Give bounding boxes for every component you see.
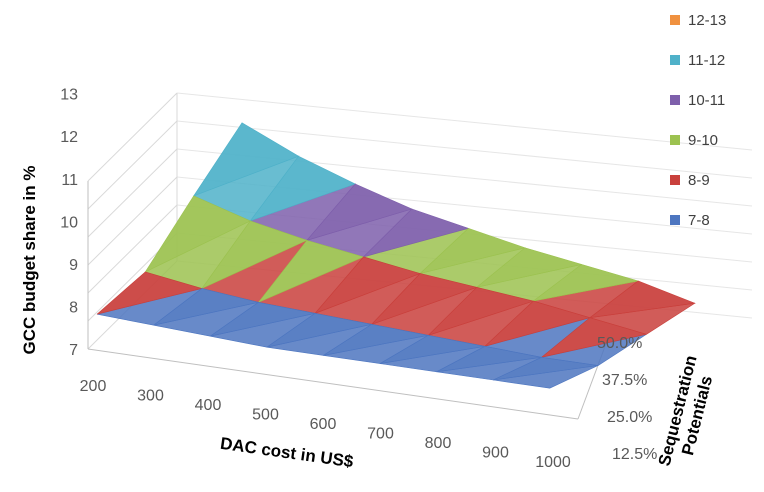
legend-label: 7-8 bbox=[688, 212, 710, 229]
x-axis-ticks: 200 300 400 500 600 700 800 900 1000 bbox=[80, 378, 571, 471]
gridline-back bbox=[176, 92, 753, 151]
y-tick-label: 7 bbox=[69, 342, 78, 359]
gridline-side bbox=[87, 148, 178, 238]
legend: 12-13 11-12 10-11 9-10 8-9 7-8 bbox=[670, 12, 726, 229]
x-axis-title: DAC cost in US$ bbox=[219, 434, 355, 472]
x-tick-label: 600 bbox=[310, 416, 337, 433]
surface-facet bbox=[379, 334, 485, 364]
surface-facet bbox=[96, 271, 204, 315]
x-axis-line bbox=[87, 348, 579, 420]
gridline-side bbox=[87, 92, 178, 182]
gridline-back bbox=[176, 120, 753, 179]
legend-label: 10-11 bbox=[688, 92, 725, 109]
x-tick-label: 400 bbox=[195, 397, 222, 414]
x-tick-label: 800 bbox=[425, 435, 452, 452]
legend-label: 8-9 bbox=[688, 172, 710, 189]
legend-swatch bbox=[670, 175, 680, 185]
legend-label: 12-13 bbox=[688, 12, 726, 29]
surface-facet bbox=[314, 256, 422, 314]
surface-facet bbox=[323, 323, 429, 356]
gridline-side bbox=[87, 120, 178, 210]
legend-label: 9-10 bbox=[688, 132, 718, 149]
surface-facet bbox=[419, 228, 527, 275]
y-tick-label: 13 bbox=[60, 87, 78, 104]
gridline-side bbox=[87, 176, 178, 266]
surface-facet bbox=[249, 155, 356, 222]
gridline-side bbox=[87, 204, 178, 294]
surface-facet bbox=[200, 220, 308, 290]
x-tick-label: 300 bbox=[137, 388, 164, 405]
surface-facet bbox=[476, 247, 582, 288]
surface-facet bbox=[306, 183, 413, 241]
x-tick-label: 200 bbox=[80, 378, 107, 395]
surface-facet bbox=[258, 239, 365, 303]
depth-axis-ticks: 12.5% 25.0% 37.5% 50.0% bbox=[597, 335, 657, 463]
surface-facet bbox=[588, 280, 696, 319]
surface-facet bbox=[428, 286, 535, 336]
legend-label: 11-12 bbox=[688, 52, 725, 69]
surface-facet bbox=[541, 317, 647, 358]
depth-tick-label: 50.0% bbox=[597, 335, 642, 352]
y-axis-title: GCC budget share in % bbox=[20, 166, 39, 355]
surface-facet bbox=[484, 300, 592, 347]
legend-swatch bbox=[670, 55, 680, 65]
surface-facet bbox=[533, 264, 639, 302]
legend-swatch bbox=[670, 215, 680, 225]
surface-facet bbox=[144, 195, 252, 273]
surface-facet bbox=[153, 288, 259, 326]
x-tick-label: 900 bbox=[482, 445, 509, 462]
surface-plot bbox=[96, 122, 696, 389]
surface-facet bbox=[493, 356, 599, 381]
surface-facet bbox=[436, 345, 542, 373]
surface-facet bbox=[266, 312, 372, 348]
y-tick-label: 9 bbox=[69, 257, 78, 274]
y-tick-label: 10 bbox=[60, 214, 78, 231]
y-tick-label: 11 bbox=[61, 172, 78, 189]
legend-swatch bbox=[670, 15, 680, 25]
depth-tick-label: 25.0% bbox=[607, 409, 652, 426]
y-tick-label: 8 bbox=[69, 299, 78, 316]
depth-tick-label: 37.5% bbox=[602, 372, 647, 389]
depth-tick-label: 12.5% bbox=[612, 446, 657, 463]
surface-facet bbox=[362, 208, 470, 258]
x-tick-label: 1000 bbox=[535, 454, 571, 471]
depth-axis-title: Sequestration Potentials bbox=[655, 353, 716, 468]
x-tick-label: 500 bbox=[252, 407, 279, 424]
surface-facet bbox=[371, 273, 478, 325]
x-tick-label: 700 bbox=[367, 426, 394, 443]
legend-swatch bbox=[670, 95, 680, 105]
y-axis-ticks: 7 8 9 10 11 12 13 bbox=[60, 87, 78, 359]
surface-facet bbox=[192, 122, 300, 197]
surface-facet bbox=[210, 301, 316, 337]
y-tick-label: 12 bbox=[60, 129, 78, 146]
legend-swatch bbox=[670, 135, 680, 145]
